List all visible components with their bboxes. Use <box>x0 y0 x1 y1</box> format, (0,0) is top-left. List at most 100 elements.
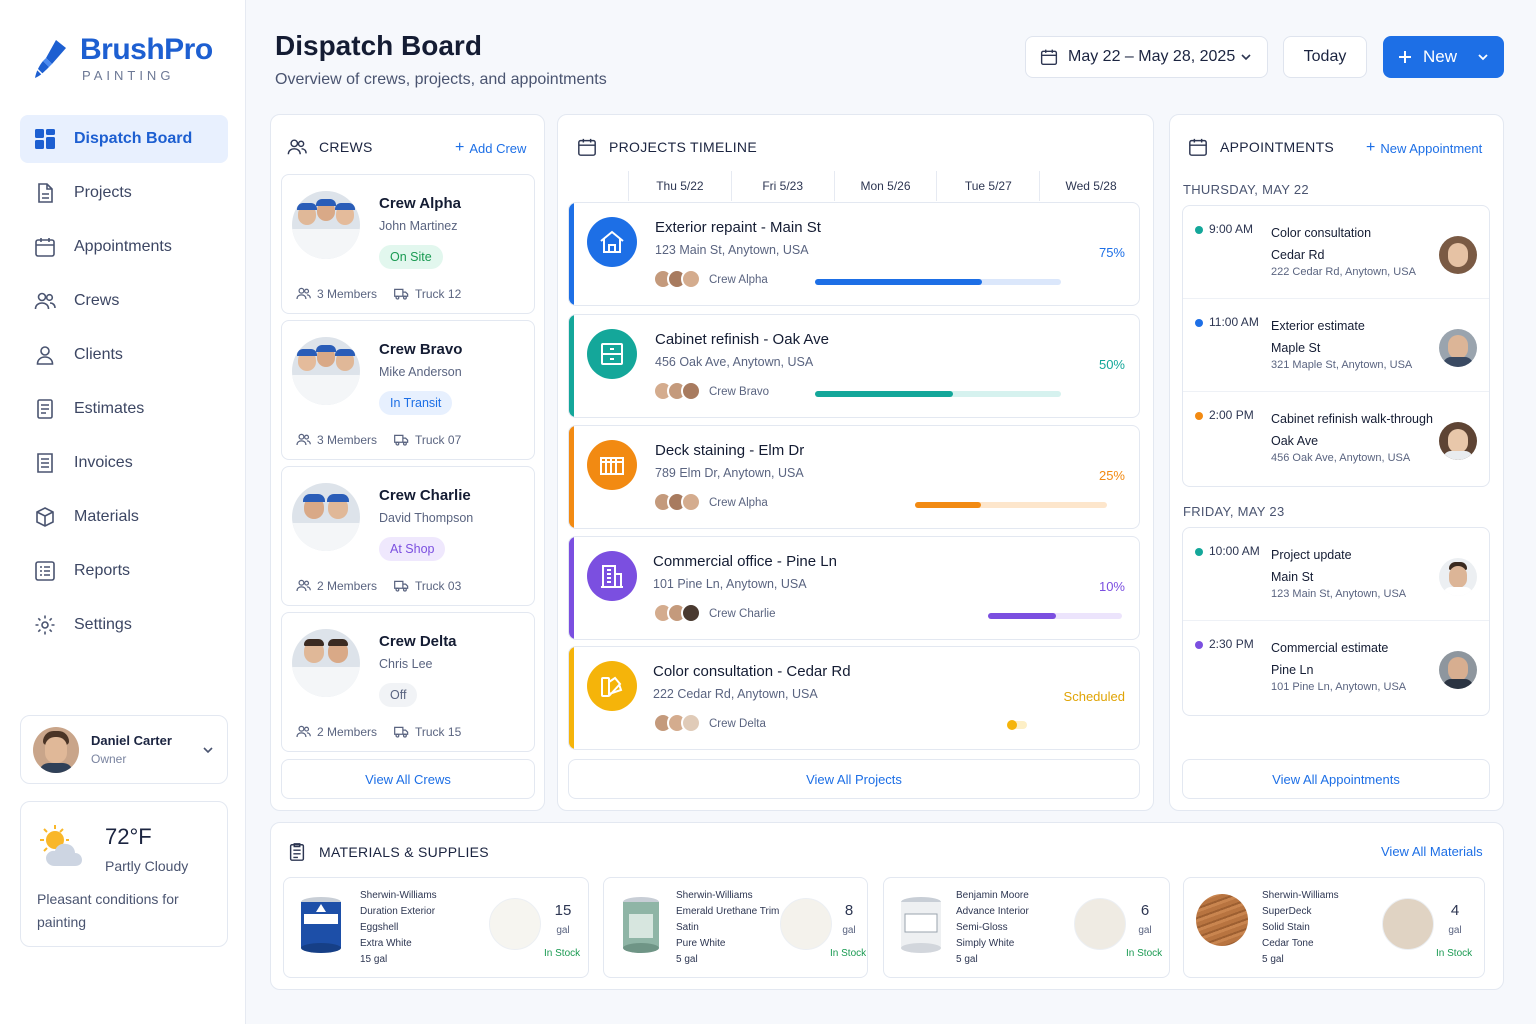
sidebar-item-label: Clients <box>74 346 123 363</box>
sidebar-item-dispatch-board[interactable]: Dispatch Board <box>20 115 228 163</box>
user-menu[interactable]: Daniel Carter Owner <box>20 715 228 784</box>
project-crew: Crew Delta <box>709 718 766 730</box>
crew-lead: Mike Anderson <box>379 365 462 379</box>
avatar <box>681 713 701 733</box>
material-color: Extra White <box>360 938 412 949</box>
appointments-header: APPOINTMENTS <box>1188 137 1334 157</box>
estimate-icon <box>37 399 53 419</box>
material-card[interactable]: Sherwin-Williams SuperDeck Solid Stain C… <box>1183 877 1485 978</box>
partly-cloudy-icon <box>40 825 82 866</box>
brand-name: BrushPro <box>80 33 213 66</box>
new-button-label: New <box>1423 47 1458 66</box>
view-all-crews-button[interactable]: View All Crews <box>281 759 535 799</box>
appointment-title-text: Cabinet refinish walk-through <box>1271 412 1433 426</box>
crew-truck: Truck 15 <box>394 724 461 739</box>
appointment-item[interactable]: 10:00 AM Project update Main St 123 Main … <box>1183 528 1489 621</box>
view-all-projects-button[interactable]: View All Projects <box>568 759 1140 799</box>
material-quantity: 6 <box>1140 902 1150 919</box>
sidebar-item-estimates[interactable]: Estimates <box>20 385 228 433</box>
appointment-title: Project update Main St <box>1271 544 1451 588</box>
today-button[interactable]: Today <box>1283 36 1367 78</box>
sidebar-item-label: Materials <box>74 508 139 525</box>
appointment-dot <box>1195 319 1203 327</box>
material-card[interactable]: Sherwin-Williams Duration Exterior Eggsh… <box>283 877 589 978</box>
appointment-time: 2:00 PM <box>1209 408 1254 422</box>
truck-icon <box>394 580 409 592</box>
material-details: Benjamin Moore Advance Interior Semi-Glo… <box>956 888 1029 968</box>
date-range-picker[interactable]: May 22 – May 28, 2025 <box>1025 36 1268 78</box>
brand-logo[interactable]: BrushPro PAINTING <box>32 34 213 83</box>
appointment-sub: Pine Ln <box>1271 663 1314 677</box>
progress-fill <box>815 279 982 285</box>
sidebar-item-settings[interactable]: Settings <box>20 601 228 649</box>
avatar <box>681 381 701 401</box>
timeline-title: PROJECTS TIMELINE <box>609 139 757 155</box>
sidebar-item-invoices[interactable]: Invoices <box>20 439 228 487</box>
weather-widget: 72°F Partly Cloudy Pleasant conditions f… <box>20 801 228 947</box>
sidebar-item-appointments[interactable]: Appointments <box>20 223 228 271</box>
project-card[interactable]: Color consultation - Cedar Rd 222 Cedar … <box>568 646 1140 750</box>
material-size: 5 gal <box>956 954 978 965</box>
users-icon <box>296 579 311 592</box>
appointment-title-text: Color consultation <box>1271 226 1372 240</box>
client-avatar <box>1439 422 1477 460</box>
material-details: Sherwin-Williams Duration Exterior Eggsh… <box>360 888 437 968</box>
crew-card-delta[interactable]: Crew Delta Chris Lee Off 2 Members Truck… <box>281 612 535 752</box>
client-avatar <box>1439 558 1477 596</box>
sidebar-item-projects[interactable]: Projects <box>20 169 228 217</box>
chevron-down-icon[interactable] <box>1476 50 1490 64</box>
appointment-item[interactable]: 9:00 AM Color consultation Cedar Rd 222 C… <box>1183 206 1489 299</box>
wood-sample-icon <box>1196 894 1248 946</box>
user-role: Owner <box>91 752 127 766</box>
appointment-item[interactable]: 2:30 PM Commercial estimate Pine Ln 101 P… <box>1183 621 1489 714</box>
appointment-item[interactable]: 2:00 PM Cabinet refinish walk-through Oak… <box>1183 392 1489 485</box>
view-all-appointments-button[interactable]: View All Appointments <box>1182 759 1490 799</box>
appointment-item[interactable]: 11:00 AM Exterior estimate Maple St 321 M… <box>1183 299 1489 392</box>
project-card[interactable]: Commercial office - Pine Ln 101 Pine Ln,… <box>568 536 1140 640</box>
chevron-down-icon <box>1241 54 1251 61</box>
project-card[interactable]: Exterior repaint - Main St 123 Main St, … <box>568 202 1140 306</box>
house-icon <box>587 217 637 267</box>
project-color-bar <box>569 315 574 417</box>
material-card[interactable]: Benjamin Moore Advance Interior Semi-Glo… <box>883 877 1170 978</box>
avatar <box>681 269 701 289</box>
paint-can-icon <box>301 897 341 953</box>
project-color-bar <box>569 426 574 528</box>
material-finish: Solid Stain <box>1262 922 1310 933</box>
timeline-day: Mon 5/26 <box>833 171 937 201</box>
crew-truck: Truck 03 <box>394 578 461 593</box>
crew-members: 3 Members <box>296 432 377 447</box>
appointment-title-text: Commercial estimate <box>1271 641 1389 655</box>
plus-icon <box>1399 51 1411 63</box>
add-crew-button[interactable]: + Add Crew <box>455 139 526 157</box>
material-card[interactable]: Sherwin-Williams Emerald Urethane Trim S… <box>603 877 868 978</box>
document-icon <box>38 183 53 203</box>
project-card[interactable]: Deck staining - Elm Dr 789 Elm Dr, Anyto… <box>568 425 1140 529</box>
sidebar-item-materials[interactable]: Materials <box>20 493 228 541</box>
sidebar-item-reports[interactable]: Reports <box>20 547 228 595</box>
crew-card-charlie[interactable]: Crew Charlie David Thompson At Shop 2 Me… <box>281 466 535 606</box>
calendar-icon <box>35 238 55 257</box>
new-appointment-button[interactable]: + New Appointment <box>1366 139 1482 157</box>
materials-panel: MATERIALS & SUPPLIES View All Materials … <box>270 822 1504 990</box>
appointment-address: 101 Pine Ln, Anytown, USA <box>1271 681 1407 693</box>
fence-icon <box>587 440 637 490</box>
sidebar-item-label: Appointments <box>74 238 172 255</box>
material-details: Sherwin-Williams SuperDeck Solid Stain C… <box>1262 888 1339 968</box>
appointment-title-text: Exterior estimate <box>1271 319 1365 333</box>
stock-status: In Stock <box>1436 948 1473 959</box>
sidebar-item-clients[interactable]: Clients <box>20 331 228 379</box>
crew-lead: David Thompson <box>379 511 474 525</box>
project-card[interactable]: Cabinet refinish - Oak Ave 456 Oak Ave, … <box>568 314 1140 418</box>
sidebar-item-label: Invoices <box>74 454 133 471</box>
view-all-materials-link[interactable]: View All Materials <box>1381 844 1483 859</box>
sidebar-item-crews[interactable]: Crews <box>20 277 228 325</box>
appointments-title: APPOINTMENTS <box>1220 139 1335 155</box>
stock-status: In Stock <box>544 948 581 959</box>
paint-can-icon <box>901 897 941 953</box>
crew-members: 2 Members <box>296 724 377 739</box>
new-button[interactable]: New <box>1383 36 1504 78</box>
user-name: Daniel Carter <box>91 733 172 748</box>
crew-card-bravo[interactable]: Crew Bravo Mike Anderson In Transit 3 Me… <box>281 320 535 460</box>
crew-card-alpha[interactable]: Crew Alpha John Martinez On Site 3 Membe… <box>281 174 535 314</box>
